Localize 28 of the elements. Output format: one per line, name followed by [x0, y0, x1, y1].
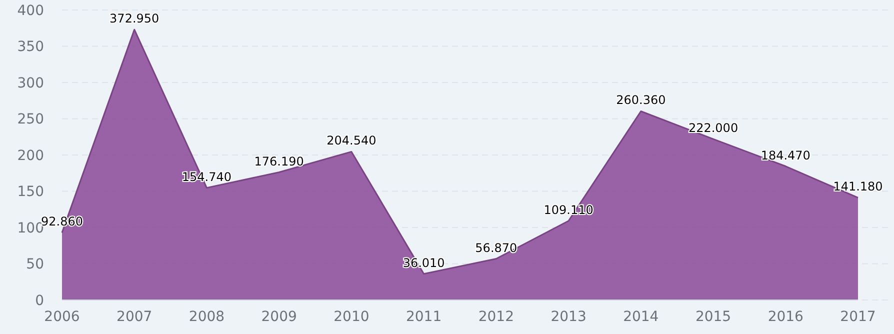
data-label: 372.950 — [110, 12, 160, 26]
x-tick-label: 2012 — [478, 309, 514, 325]
data-label: 141.180 — [833, 180, 883, 194]
y-tick-label: 300 — [17, 75, 44, 92]
x-tick-label: 2011 — [406, 309, 442, 325]
y-tick-label: 200 — [17, 148, 44, 164]
data-label: 56.870 — [475, 240, 518, 255]
x-tick-label: 2007 — [116, 309, 152, 325]
data-label: 260.360 — [616, 93, 666, 108]
y-tick-label: 0 — [35, 292, 44, 309]
x-tick-label: 2008 — [188, 309, 225, 325]
y-tick-label: 150 — [17, 184, 44, 200]
x-tick-label: 2013 — [550, 309, 586, 325]
y-tick-label: 250 — [17, 112, 44, 128]
data-label: 204.540 — [326, 134, 376, 148]
x-tick-label: 2006 — [44, 309, 80, 325]
x-tick-label: 2009 — [261, 309, 297, 325]
y-tick-label: 400 — [17, 2, 44, 19]
x-tick-label: 2017 — [840, 309, 876, 325]
x-tick-label: 2014 — [623, 309, 659, 325]
data-label: 184.470 — [760, 148, 810, 162]
y-tick-label: 350 — [17, 39, 44, 56]
y-tick-label: 50 — [26, 256, 44, 273]
data-label: 222.000 — [688, 121, 738, 136]
x-tick-label: 2015 — [695, 309, 732, 325]
x-tick-label: 2010 — [334, 309, 370, 325]
x-tick-label: 2016 — [768, 309, 804, 325]
data-label: 176.190 — [254, 154, 304, 168]
